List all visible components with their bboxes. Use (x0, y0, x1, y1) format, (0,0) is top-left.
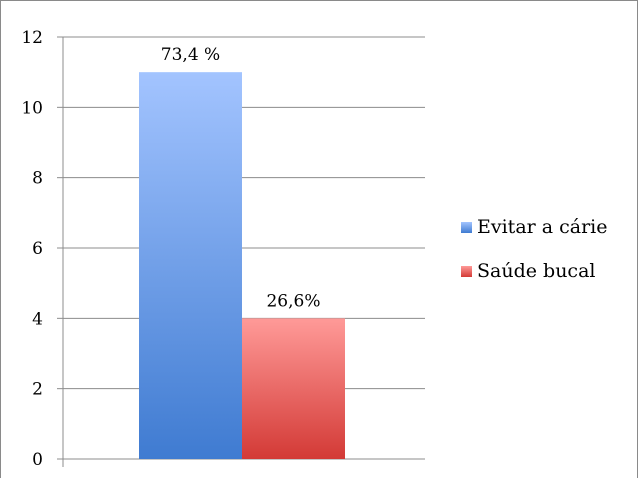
y-tick-label: 6 (32, 239, 43, 259)
legend-swatch (461, 266, 472, 277)
legend: Evitar a cárie Saúde bucal (461, 216, 608, 282)
data-label: 26,6% (266, 291, 320, 311)
y-tick-label: 2 (32, 380, 43, 400)
data-label: 73,4 % (161, 45, 220, 65)
y-axis: 0 2 4 6 8 10 12 (21, 28, 63, 470)
y-tick-label: 10 (21, 98, 43, 118)
y-tick-label: 4 (32, 309, 43, 329)
y-tick-label: 12 (21, 28, 43, 48)
bars (139, 72, 345, 459)
bar-evitar-a-carie (139, 72, 242, 459)
bar-saude-bucal (242, 318, 345, 459)
legend-label: Saúde bucal (477, 260, 595, 282)
legend-swatch (461, 222, 472, 233)
y-tick-label: 0 (32, 450, 43, 470)
y-tick-label: 8 (32, 169, 43, 189)
legend-label: Evitar a cárie (477, 216, 608, 238)
